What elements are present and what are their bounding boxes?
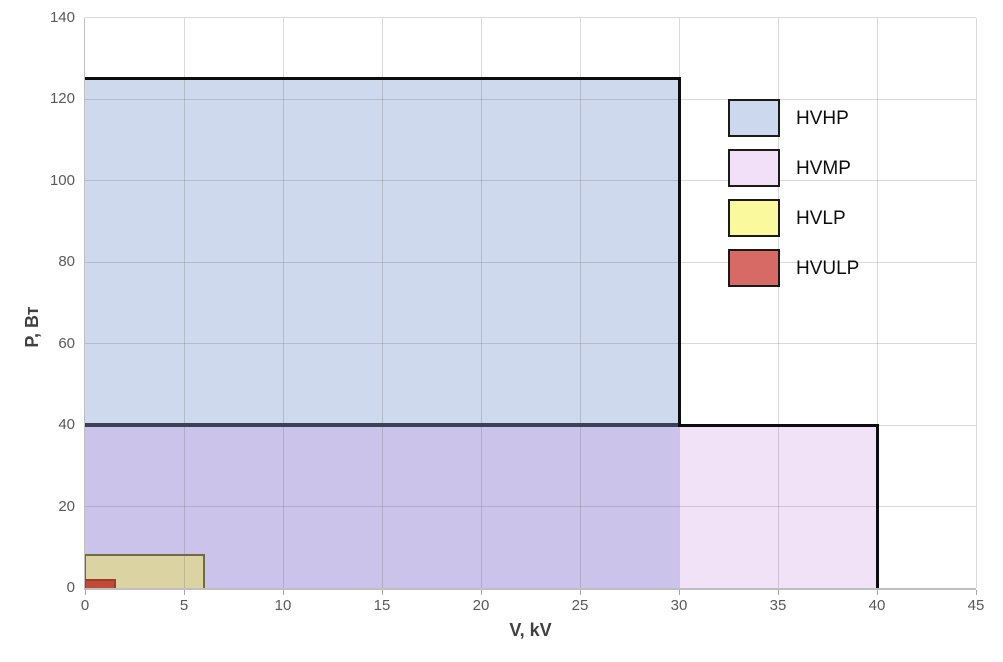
x-axis-tick: [381, 590, 383, 595]
gridline-vertical: [282, 17, 284, 588]
gridline-horizontal: [85, 261, 976, 263]
gridline-horizontal: [85, 343, 976, 345]
x-axis-tick: [876, 590, 878, 595]
x-axis-tick: [777, 590, 779, 595]
gridline-vertical: [579, 17, 581, 588]
region-hvmp-only: [679, 425, 877, 588]
x-axis-tick: [678, 590, 680, 595]
y-tick-label: 140: [49, 8, 75, 26]
x-axis-tick: [975, 590, 977, 595]
y-tick-label: 120: [49, 90, 75, 108]
legend-label-hvmp: HVMP: [796, 157, 851, 179]
legend-item-hvulp: HVULP: [728, 249, 859, 287]
gridline-vertical: [876, 17, 878, 588]
y-tick-label: 0: [66, 579, 75, 596]
y-tick-label: 40: [58, 416, 75, 434]
legend-item-hvlp: HVLP: [728, 199, 859, 237]
legend-label-hvulp: HVULP: [796, 257, 860, 279]
x-axis-tick: [84, 590, 86, 595]
y-tick-label: 20: [58, 497, 75, 515]
x-tick-label: 20: [472, 597, 490, 614]
y-axis-line: [83, 17, 85, 590]
y-tick-label: 80: [58, 253, 75, 271]
hvmp-top-border-under-hvhp: [83, 423, 681, 427]
region-hvhp-only: [85, 78, 679, 426]
gridline-vertical: [777, 17, 779, 588]
x-tick-label: 10: [274, 597, 292, 614]
x-axis-tick: [282, 590, 284, 595]
hvmp-right-border: [875, 423, 879, 590]
legend-swatch-hvlp: [728, 199, 780, 237]
legend: HVHP HVMP HVLP HVULP: [728, 99, 859, 287]
legend-label-hvlp: HVLP: [796, 207, 846, 229]
gridline-horizontal: [85, 17, 976, 19]
x-axis-tick: [480, 590, 482, 595]
x-tick-label: 40: [868, 597, 886, 614]
gridline-vertical: [480, 17, 482, 588]
x-tick-label: 15: [373, 597, 391, 614]
region-hvulp: [85, 579, 115, 588]
x-axis-tick: [579, 590, 581, 595]
legend-item-hvhp: HVHP: [728, 99, 859, 137]
x-tick-label: 25: [571, 597, 589, 614]
gridline-vertical: [183, 17, 185, 588]
y-tick-label: 100: [49, 171, 75, 189]
x-tick-label: 5: [179, 597, 189, 614]
gridline-vertical: [381, 17, 383, 588]
y-tick-label: 60: [58, 334, 75, 352]
x-tick-label: 45: [967, 597, 985, 614]
legend-swatch-hvulp: [728, 249, 780, 287]
x-tick-label: 30: [670, 597, 688, 614]
region-hvulp-outline: [84, 578, 116, 588]
x-axis-tick: [183, 590, 185, 595]
legend-label-hvhp: HVHP: [796, 107, 849, 129]
legend-swatch-hvmp: [728, 149, 780, 187]
hvmp-top-border: [677, 423, 879, 427]
y-axis-title: P, Вт: [22, 306, 42, 348]
gridline-horizontal: [85, 506, 976, 507]
x-tick-label: 0: [80, 597, 90, 614]
hvhp-top-border: [83, 77, 681, 81]
x-tick-label: 35: [769, 597, 787, 614]
gridline-vertical: [975, 17, 977, 588]
gridline-horizontal: [85, 180, 976, 182]
gridline-horizontal: [85, 98, 976, 100]
legend-swatch-hvhp: [728, 99, 780, 137]
x-axis-line: [83, 588, 976, 590]
hvhp-right-border: [677, 77, 681, 427]
x-axis-title: V, kV: [509, 620, 552, 640]
legend-item-hvmp: HVMP: [728, 149, 859, 187]
